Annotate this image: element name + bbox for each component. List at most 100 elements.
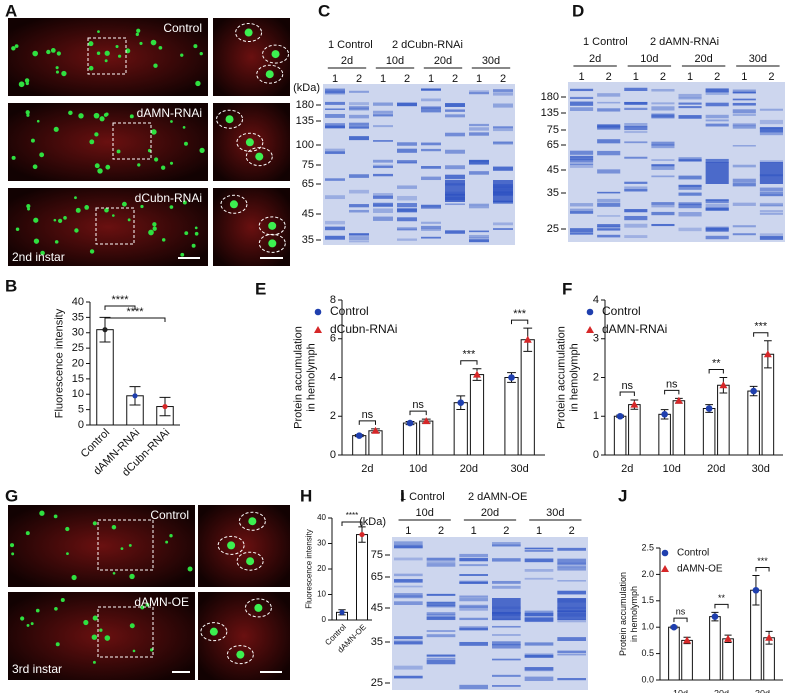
- gel-band: [732, 145, 756, 147]
- kda-unit: (kDa): [293, 82, 320, 94]
- gel-band: [426, 654, 456, 657]
- gel-band: [426, 659, 456, 665]
- gel-band: [651, 144, 675, 149]
- nucleus: [50, 48, 56, 53]
- legend-marker: [586, 326, 594, 333]
- gel-band: [678, 227, 702, 232]
- gel-band: [597, 150, 621, 156]
- gel-band: [397, 102, 417, 107]
- nucleus: [30, 138, 35, 143]
- nucleus: [151, 129, 157, 135]
- nucleus: [225, 115, 234, 124]
- gel-band: [426, 657, 456, 660]
- nucleus: [118, 54, 122, 58]
- gel-band: [597, 215, 621, 217]
- gel-band: [421, 142, 441, 146]
- gel-band: [524, 612, 554, 617]
- gel-band: [524, 676, 554, 682]
- gel-band: [759, 160, 783, 163]
- gel-band: [373, 113, 393, 116]
- gel-band: [732, 98, 756, 101]
- cell-outline: [217, 535, 245, 555]
- timepoint: 2d: [589, 53, 601, 65]
- gel-band: [624, 125, 648, 131]
- nucleus: [103, 113, 108, 117]
- y-tick-label: 4: [330, 371, 336, 383]
- gel-band: [493, 166, 513, 171]
- gel-band: [394, 541, 423, 545]
- nucleus: [158, 45, 163, 50]
- x-tick-label: 20d: [460, 463, 478, 475]
- nucleus: [209, 627, 218, 636]
- nucleus: [63, 216, 67, 220]
- lane-label: 2: [714, 71, 720, 83]
- y-tick-label: 3: [593, 333, 599, 345]
- gel-band: [492, 598, 521, 620]
- legend-label: Control: [677, 548, 709, 559]
- gel-band: [493, 180, 513, 202]
- gel-band: [732, 202, 756, 206]
- gel-band: [397, 210, 417, 213]
- gel-band: [624, 186, 648, 191]
- y-tick-label: 4: [593, 294, 599, 306]
- x-tick-label: 20d: [707, 463, 725, 475]
- gel-band: [597, 198, 621, 203]
- gel-band: [624, 215, 648, 221]
- bar: [722, 638, 734, 681]
- gel-band: [570, 211, 594, 214]
- y-tick-label: 35: [72, 311, 84, 323]
- gel-band: [373, 208, 393, 213]
- mean-point: [132, 393, 138, 399]
- bar: [504, 377, 519, 456]
- gel-band: [469, 234, 489, 238]
- nucleus: [89, 139, 95, 145]
- gel-band: [759, 210, 783, 213]
- lane-label: 1: [476, 73, 482, 85]
- gel-band: [597, 93, 621, 97]
- gel-band: [469, 159, 489, 163]
- cell-outline: [216, 109, 244, 129]
- lane-label: 2: [404, 73, 410, 85]
- gel-band: [524, 550, 554, 552]
- kda-marker: 45: [302, 208, 314, 220]
- panel-letter: B: [5, 276, 17, 295]
- gel-band: [705, 88, 729, 93]
- legend-marker: [661, 549, 669, 557]
- gel-band: [426, 616, 456, 621]
- zoom-box: [87, 37, 127, 75]
- gel-band: [397, 195, 417, 201]
- kda-marker: 75: [547, 124, 559, 136]
- gel-band: [624, 130, 648, 134]
- gel-band: [459, 564, 488, 567]
- gel-band: [705, 162, 729, 184]
- gel-band: [732, 183, 756, 187]
- nucleus: [148, 229, 154, 236]
- bar: [613, 415, 627, 456]
- gel-image: [392, 537, 588, 690]
- cell-outline: [262, 44, 290, 64]
- gel-band: [705, 204, 729, 209]
- nucleus: [74, 196, 77, 200]
- bar: [747, 390, 760, 456]
- legend-marker: [586, 308, 594, 316]
- nucleus: [136, 28, 141, 33]
- data-point: [752, 586, 760, 594]
- gel-band: [325, 235, 345, 240]
- nucleus: [150, 648, 154, 652]
- gel-band: [349, 136, 369, 141]
- gel-band: [421, 106, 441, 109]
- sig-label: ns: [362, 409, 374, 421]
- gel-band: [524, 558, 554, 563]
- gel-band: [624, 181, 648, 184]
- gel-band: [524, 653, 554, 658]
- nucleus: [116, 149, 121, 154]
- gel-band: [397, 148, 417, 153]
- sig-bracket: [753, 332, 769, 337]
- nucleus: [25, 531, 30, 536]
- gel-band: [624, 156, 648, 159]
- gel-band: [732, 109, 756, 114]
- gel-legend: 1 Control: [583, 36, 628, 48]
- gel-band: [557, 590, 586, 595]
- gel-band: [459, 580, 488, 584]
- gel-band: [705, 208, 729, 211]
